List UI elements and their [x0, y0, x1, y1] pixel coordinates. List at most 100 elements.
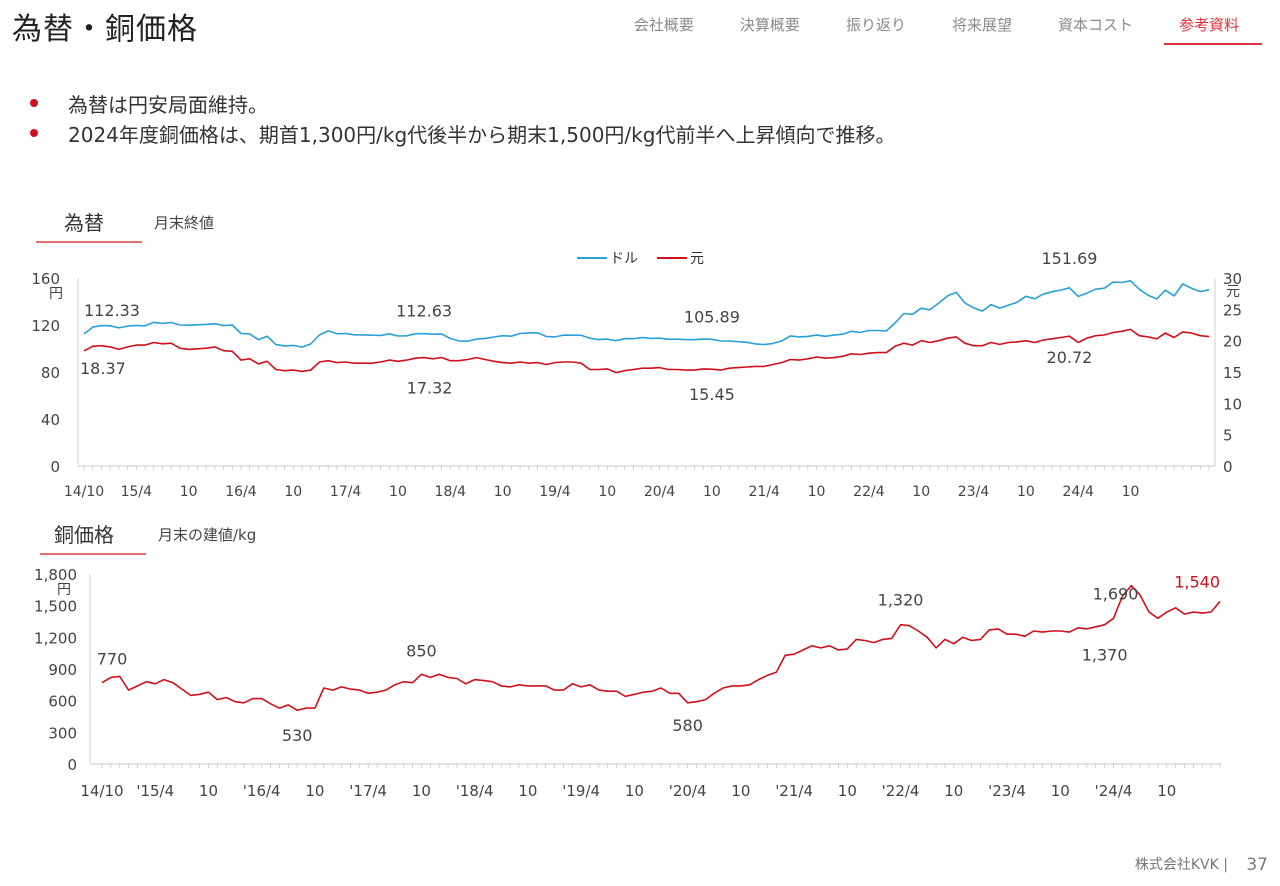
top-nav: 会社概要 決算概要 振り返り 将来展望 資本コスト 参考資料 — [611, 10, 1263, 45]
bullet-text: 2024年度銅価格は、期首1,300円/kg代後半から期末1,500円/kg代前… — [68, 122, 896, 147]
fx-section-underline — [36, 241, 142, 243]
cu-x-tick-label: '20/4 — [669, 782, 707, 800]
fx-legend-usd-label: ドル — [610, 251, 638, 267]
cu-y-tick-label: 1,500 — [34, 598, 77, 616]
fx-y-left-unit: 円 — [49, 286, 63, 302]
cu-x-tick-label: 10 — [412, 782, 431, 800]
cu-y-tick-label: 1,200 — [34, 629, 77, 647]
nav-tab-results[interactable]: 決算概要 — [739, 16, 800, 34]
fx-x-tick-label: 19/4 — [539, 484, 571, 500]
fx-data-label: 17.32 — [407, 378, 453, 397]
cu-x-tick-label: 10 — [1157, 782, 1176, 800]
fx-x-tick-label: 14/10 — [64, 484, 104, 500]
footer-company-name: 株式会社KVK | — [1134, 857, 1228, 873]
fx-section-subtitle: 月末終値 — [154, 214, 215, 232]
cu-x-tick-label: 10 — [1051, 782, 1070, 800]
cu-x-tick-label: '19/4 — [562, 782, 600, 800]
fx-legend-cny-label: 元 — [690, 251, 704, 267]
bullet-dot-icon — [30, 99, 38, 107]
fx-x-tick-label: 16/4 — [225, 484, 257, 500]
fx-x-tick-label: 18/4 — [435, 484, 467, 500]
fx-y-right-tick-label: 20 — [1223, 333, 1242, 351]
cu-data-label: 580 — [672, 716, 703, 735]
cu-x-tick-label: '23/4 — [988, 782, 1026, 800]
cu-data-label: 770 — [97, 650, 128, 669]
fx-y-right-tick-label: 5 — [1223, 427, 1233, 445]
fx-data-label: 105.89 — [684, 307, 740, 326]
page-number: 37 — [1246, 855, 1268, 875]
summary-bullets: 為替は円安局面維持。 2024年度銅価格は、期首1,300円/kg代後半から期末… — [30, 88, 895, 148]
cu-y-tick-label: 900 — [48, 661, 77, 679]
cu-data-label: 1,370 — [1082, 646, 1128, 665]
cu-x-tick-label: '15/4 — [136, 782, 174, 800]
fx-x-tick-label: 23/4 — [958, 484, 990, 500]
fx-x-tick-label: 15/4 — [121, 484, 153, 500]
nav-tab-reference[interactable]: 参考資料 — [1156, 10, 1263, 45]
fx-y-right-unit: 元 — [1226, 284, 1240, 300]
bullet-item: 為替は円安局面維持。 — [30, 88, 895, 118]
cu-x-tick-label: '18/4 — [456, 782, 494, 800]
fx-cny-line — [83, 328, 1210, 374]
fx-y-left-tick-label: 40 — [41, 411, 60, 429]
fx-y-left-tick-label: 80 — [41, 364, 60, 382]
bullet-item: 2024年度銅価格は、期首1,300円/kg代後半から期末1,500円/kg代前… — [30, 118, 895, 148]
cu-section-title: 銅価格 — [54, 523, 114, 547]
fx-data-label: 112.63 — [396, 302, 452, 321]
cu-data-label: 1,690 — [1093, 584, 1139, 603]
fx-x-tick-label: 10 — [703, 484, 721, 500]
fx-y-right-tick-label: 15 — [1223, 364, 1242, 382]
fx-x-tick-label: 10 — [180, 484, 198, 500]
cu-x-tick-label: '24/4 — [1095, 782, 1133, 800]
bullet-text: 為替は円安局面維持。 — [68, 92, 268, 117]
nav-tab-outlook[interactable]: 将来展望 — [951, 16, 1012, 34]
cu-y-tick-label: 0 — [67, 756, 77, 774]
fx-data-label: 112.33 — [84, 301, 140, 320]
fx-y-right-tick-label: 25 — [1223, 301, 1242, 319]
cu-x-tick-label: 10 — [731, 782, 750, 800]
fx-x-tick-label: 10 — [912, 484, 930, 500]
cu-x-tick-label: '17/4 — [349, 782, 387, 800]
fx-x-tick-label: 10 — [284, 484, 302, 500]
fx-data-label: 20.65 — [1174, 240, 1220, 244]
fx-x-tick-label: 21/4 — [749, 484, 781, 500]
cu-x-tick-label: '22/4 — [882, 782, 920, 800]
cu-data-label: 530 — [282, 726, 313, 745]
fx-x-tick-label: 22/4 — [853, 484, 885, 500]
nav-tab-review[interactable]: 振り返り — [845, 16, 906, 34]
fx-data-label: 20.72 — [1047, 348, 1093, 367]
cu-data-label: 850 — [406, 641, 437, 660]
nav-tab-company[interactable]: 会社概要 — [633, 16, 694, 34]
cu-section-subtitle: 月末の建値/kg — [158, 526, 257, 544]
fx-y-right-tick-label: 10 — [1223, 395, 1242, 413]
cu-price-line — [101, 584, 1221, 711]
fx-data-label: 149.94 — [1164, 240, 1220, 244]
fx-x-tick-label: 24/4 — [1062, 484, 1094, 500]
fx-y-left-tick-label: 0 — [50, 458, 60, 476]
page-title: 為替・銅価格 — [12, 12, 198, 47]
cu-y-tick-label: 1,800 — [34, 566, 77, 584]
fx-y-left-tick-label: 120 — [31, 317, 60, 335]
cu-y-tick-label: 600 — [48, 693, 77, 711]
fx-x-tick-label: 10 — [389, 484, 407, 500]
fx-section-title: 為替 — [64, 211, 104, 235]
fx-x-tick-label: 10 — [808, 484, 826, 500]
cu-x-tick-label: 10 — [838, 782, 857, 800]
nav-tab-capital-cost[interactable]: 資本コスト — [1057, 16, 1133, 34]
fx-y-right-tick-label: 30 — [1223, 270, 1242, 288]
fx-y-right-tick-label: 0 — [1223, 458, 1233, 476]
fx-x-tick-label: 17/4 — [330, 484, 362, 500]
cu-x-tick-label: '21/4 — [775, 782, 813, 800]
cu-x-tick-label: 10 — [199, 782, 218, 800]
fx-data-label: 18.37 — [80, 359, 126, 378]
fx-x-tick-label: 10 — [1017, 484, 1035, 500]
cu-section-underline — [40, 553, 146, 555]
cu-x-tick-label: 10 — [944, 782, 963, 800]
cu-y-tick-label: 300 — [48, 724, 77, 742]
cu-x-tick-label: 10 — [518, 782, 537, 800]
cu-y-unit: 円 — [57, 582, 71, 598]
fx-usd-line — [83, 280, 1210, 348]
fx-x-tick-label: 10 — [1122, 484, 1140, 500]
fx-data-label: 151.69 — [1041, 249, 1097, 268]
